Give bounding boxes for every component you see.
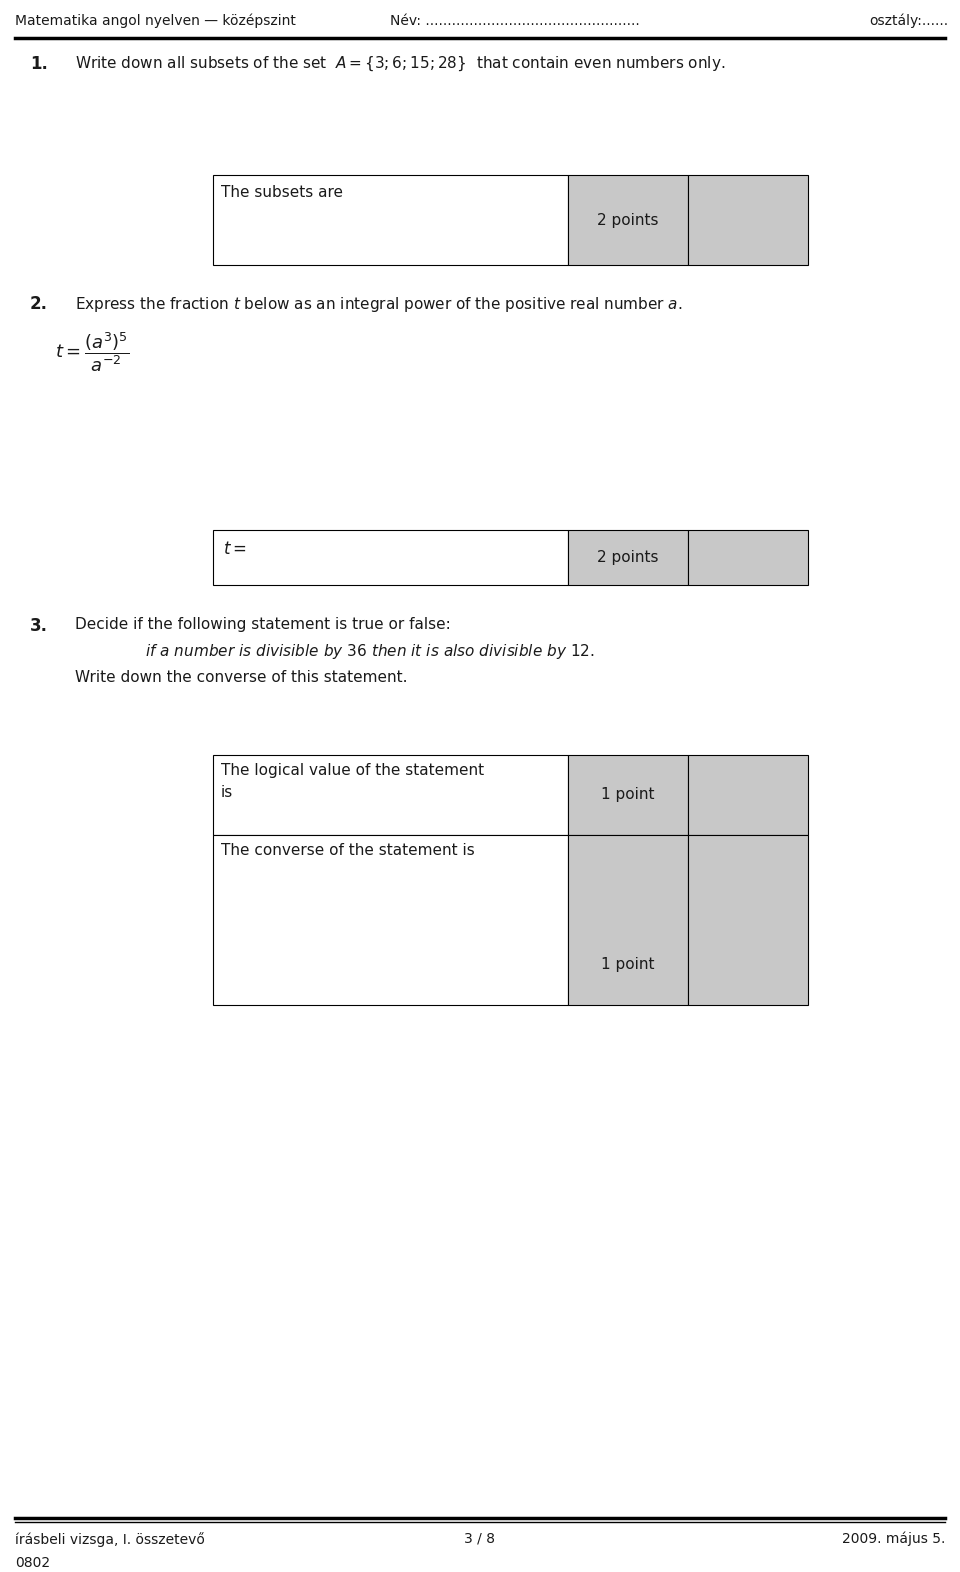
Text: Express the fraction $t$ below as an integral power of the positive real number : Express the fraction $t$ below as an int… — [75, 296, 683, 314]
Text: 3.: 3. — [30, 616, 48, 635]
Text: 2009. május 5.: 2009. május 5. — [842, 1533, 945, 1547]
Text: $t = \dfrac{\left(a^{3}\right)^{5}}{a^{-2}}$: $t = \dfrac{\left(a^{3}\right)^{5}}{a^{-… — [55, 330, 130, 374]
Bar — [213, 530, 568, 585]
Bar — [688, 174, 808, 266]
Bar — [568, 835, 688, 1005]
Text: Matematika angol nyelven — középszint: Matematika angol nyelven — középszint — [15, 14, 296, 28]
Text: 1 point: 1 point — [601, 957, 655, 973]
Text: 1 point: 1 point — [601, 788, 655, 802]
Text: Név: .................................................: Név: ...................................… — [390, 14, 639, 28]
Text: 2.: 2. — [30, 296, 48, 313]
Bar — [213, 755, 568, 835]
Text: is: is — [221, 784, 233, 800]
Text: Write down all subsets of the set  $A = \{3; 6; 15; 28\}$  that contain even num: Write down all subsets of the set $A = \… — [75, 55, 726, 74]
Text: Write down the converse of this statement.: Write down the converse of this statemen… — [75, 670, 407, 685]
Text: $\mathit{if\ a\ number\ is\ divisible\ by\ 36\ then\ it\ is\ also\ divisible\ by: $\mathit{if\ a\ number\ is\ divisible\ b… — [145, 641, 595, 660]
Text: The converse of the statement is: The converse of the statement is — [221, 843, 475, 858]
Text: Decide if the following statement is true or false:: Decide if the following statement is tru… — [75, 616, 451, 632]
Text: $t =$: $t =$ — [223, 541, 247, 558]
Text: The subsets are: The subsets are — [221, 185, 343, 200]
Text: 2 points: 2 points — [597, 212, 659, 228]
Bar — [213, 835, 568, 1005]
Bar — [688, 530, 808, 585]
Bar — [213, 174, 568, 266]
Text: írásbeli vizsga, I. összetevő: írásbeli vizsga, I. összetevő — [15, 1533, 204, 1547]
Text: 3 / 8: 3 / 8 — [465, 1533, 495, 1545]
Text: The logical value of the statement: The logical value of the statement — [221, 762, 484, 778]
Text: 1.: 1. — [30, 55, 48, 72]
Bar — [568, 755, 688, 835]
Bar — [568, 174, 688, 266]
Bar — [568, 530, 688, 585]
Text: 0802: 0802 — [15, 1556, 50, 1570]
Bar — [688, 755, 808, 835]
Text: 2 points: 2 points — [597, 550, 659, 564]
Text: osztály:......: osztály:...... — [869, 14, 948, 28]
Bar — [688, 835, 808, 1005]
